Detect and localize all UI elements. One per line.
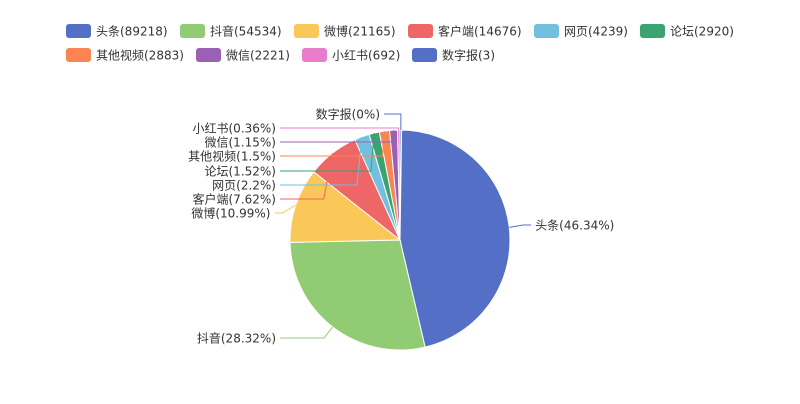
legend-label: 论坛(2920)	[670, 25, 734, 39]
legend-item[interactable]: 小红书(692)	[302, 48, 400, 63]
legend-swatch	[66, 24, 91, 38]
legend-item[interactable]: 网页(4239)	[534, 24, 628, 39]
legend-label: 网页(4239)	[564, 25, 628, 39]
pie-slices	[289, 129, 511, 351]
slice-label: 其他视频(1.5%)	[188, 149, 276, 164]
label-leader-line	[280, 136, 363, 186]
label-leader-line	[280, 131, 385, 157]
legend-label: 客户端(14676)	[438, 24, 522, 39]
slice-label: 头条(46.34%)	[535, 219, 614, 233]
slice-label: 数字报(0%)	[316, 107, 380, 122]
slice-label: 论坛(1.52%)	[205, 165, 277, 179]
legend-item[interactable]: 客户端(14676)	[408, 24, 522, 39]
legend-label: 微信(2221)	[226, 49, 290, 63]
slice-label: 微博(10.99%)	[191, 206, 270, 221]
legend-swatch	[66, 48, 91, 62]
legend-swatch	[640, 24, 665, 38]
legend-label: 头条(89218)	[96, 25, 168, 39]
legend-swatch	[294, 24, 319, 38]
legend-swatch	[196, 48, 221, 62]
slice-label: 网页(2.2%)	[212, 179, 276, 193]
legend-swatch	[408, 24, 433, 38]
legend: 头条(89218) 抖音(54534) 微博(21165) 客户端(14676) 网页(…	[66, 24, 734, 63]
legend-item[interactable]: 头条(89218)	[66, 24, 168, 39]
label-leader-line	[384, 113, 402, 131]
slice-labels: 头条(46.34%) 抖音(28.32%) 微博(10.99%)客户端(7.62%)…	[188, 107, 614, 346]
legend-item[interactable]: 其他视频(2883)	[66, 48, 184, 63]
slice-label: 客户端(7.62%)	[193, 192, 277, 207]
legend-label: 微博(21165)	[324, 24, 396, 39]
label-leader-line	[509, 224, 532, 228]
legend-item[interactable]: 微博(21165)	[294, 24, 396, 39]
label-leader-line	[280, 127, 400, 131]
legend-label: 其他视频(2883)	[96, 48, 184, 63]
slice-label: 微信(1.15%)	[205, 136, 277, 150]
pie-slice[interactable]	[289, 239, 426, 351]
legend-swatch	[534, 24, 559, 38]
legend-label: 抖音(54534)	[210, 24, 282, 39]
legend-label: 数字报(3)	[442, 48, 495, 63]
label-leader-line	[280, 133, 375, 172]
legend-swatch	[302, 48, 327, 62]
slice-label: 小红书(0.36%)	[193, 121, 277, 136]
label-leader-line	[280, 130, 395, 143]
legend-swatch	[180, 24, 205, 38]
label-leader-line	[280, 153, 333, 200]
legend-swatch	[412, 48, 437, 62]
slice-label: 抖音(28.32%)	[197, 331, 276, 346]
label-leader-line	[280, 326, 333, 339]
legend-item[interactable]: 论坛(2920)	[640, 24, 734, 39]
legend-item[interactable]: 抖音(54534)	[180, 24, 282, 39]
legend-label: 小红书(692)	[332, 48, 400, 63]
pie-slice[interactable]	[399, 129, 511, 348]
pie-slice[interactable]	[289, 171, 402, 243]
label-leader-line	[274, 204, 296, 214]
legend-item[interactable]: 微信(2221)	[196, 48, 290, 63]
legend-item[interactable]: 数字报(3)	[412, 48, 495, 63]
